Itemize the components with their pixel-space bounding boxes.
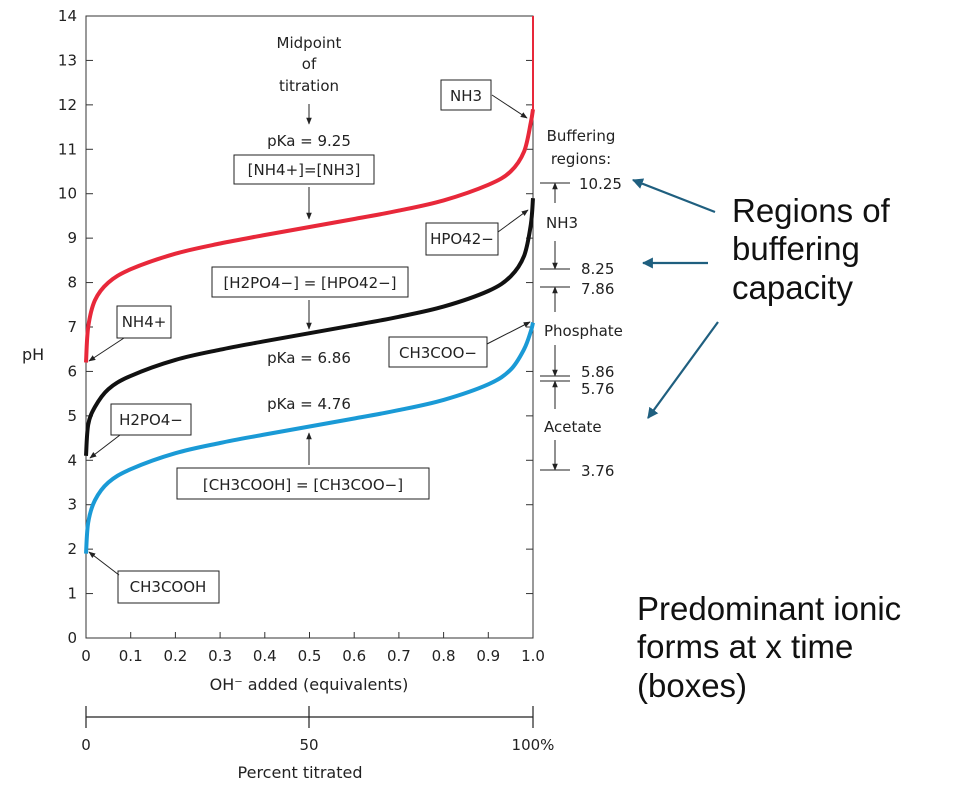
nh4-nh3-equal: [NH4+]=[NH3]: [248, 161, 361, 179]
h2po4-label: H2PO4−: [119, 411, 183, 429]
nh4-arrow: [88, 337, 125, 362]
y-tick-label: 3: [67, 496, 77, 514]
nh4-titration-curve: [84, 108, 535, 363]
y-tick-label: 14: [58, 7, 77, 25]
callout-line: forms at x time: [637, 628, 854, 666]
y-tick-label: 6: [67, 362, 77, 380]
ch3cooh-label: CH3COOH: [130, 578, 207, 596]
y-tick-label: 5: [67, 407, 77, 425]
y-tick-label: 12: [58, 96, 77, 114]
buffering-title-2: regions:: [551, 150, 611, 168]
x-tick-label: 0.6: [342, 647, 366, 665]
x-tick-label: 0.8: [432, 647, 456, 665]
y-tick-label: 13: [58, 51, 77, 69]
ch3cooh-arrow: [88, 551, 120, 576]
hpo4-box: [425, 222, 499, 256]
y-tick-label: 7: [67, 318, 77, 336]
ch3coo-arrow: [486, 321, 531, 345]
buffer-nh3-label: NH3: [546, 214, 578, 232]
nh4-label: NH4+: [122, 313, 167, 331]
callout-line: capacity: [732, 268, 854, 306]
x-tick-label: 1.0: [521, 647, 545, 665]
callout-arrow-top: [631, 178, 716, 214]
y-tick-label: 11: [58, 140, 77, 158]
callout-line: buffering: [732, 230, 860, 268]
ch3coo-label: CH3COO−: [399, 344, 477, 362]
x-tick-label: 0.3: [208, 647, 232, 665]
acetate-titration-curve: [84, 322, 535, 554]
x-tick-label: 0: [81, 647, 91, 665]
acetate-equal-box: [176, 467, 430, 500]
midpoint-label-2: of: [302, 55, 317, 73]
buffer-acetate-label: Acetate: [544, 418, 602, 436]
y-tick-label: 8: [67, 274, 77, 292]
ch3coo-box: [388, 336, 488, 368]
buffer-5-76: 5.76: [581, 380, 614, 398]
buffering-capacity-callout: Regions of buffering capacity: [732, 192, 942, 307]
nh3-arrow: [491, 94, 528, 119]
midpoint-label-3: titration: [279, 77, 339, 95]
x-axis-label: OH⁻ added (equivalents): [210, 675, 409, 694]
x-tick-labels: 0 0.1 0.2 0.3 0.4 0.5 0.6 0.7 0.8 0.9 1.0: [81, 647, 545, 665]
pka-4-76: pKa = 4.76: [267, 395, 351, 413]
h2po4-arrow: [89, 434, 121, 459]
nh4-nh3-equal-box: [233, 154, 375, 185]
ionic-forms-callout: Predominant ionic forms at x time (boxes…: [637, 590, 947, 705]
x-tick-label: 0.5: [298, 647, 322, 665]
buffer-5-86: 5.86: [581, 363, 614, 381]
percent-tick-100: 100%: [512, 736, 555, 754]
phosphate-equal-box: [211, 266, 409, 298]
percent-axis: [85, 706, 534, 728]
x-tick-label: 0.1: [119, 647, 143, 665]
buffering-title-1: Buffering: [547, 127, 616, 145]
acetate-equal: [CH3COOH] = [CH3COO−]: [203, 476, 403, 494]
midpoint-label-1: Midpoint: [277, 34, 342, 52]
callout-arrow-bottom: [647, 321, 719, 419]
y-tick-label: 10: [58, 185, 77, 203]
hpo4-label: HPO42−: [430, 230, 494, 248]
x-tick-label: 0.4: [253, 647, 277, 665]
callout-line: Predominant ionic: [637, 590, 902, 627]
x-tick-label: 0.9: [476, 647, 500, 665]
buffer-10-25: 10.25: [579, 175, 622, 193]
nh3-label: NH3: [450, 87, 482, 105]
phosphate-equal: [H2PO4−] = [HPO42−]: [223, 274, 396, 292]
y-tick-label: 2: [67, 540, 77, 558]
buffer-7-86: 7.86: [581, 280, 614, 298]
y-tick-label: 0: [67, 629, 77, 647]
buffer-3-76: 3.76: [581, 462, 614, 480]
hpo4-arrow: [497, 209, 529, 233]
pka-9-25: pKa = 9.25: [267, 132, 351, 150]
pka-6-86: pKa = 6.86: [267, 349, 351, 367]
y-axis-label: pH: [22, 345, 44, 364]
callout-arrows: [631, 178, 719, 419]
buffering-brackets: [540, 182, 570, 471]
y-tick-label: 4: [67, 451, 77, 469]
y-tick-label: 1: [67, 585, 77, 603]
y-tick-label: 9: [67, 229, 77, 247]
buffer-8-25: 8.25: [581, 260, 614, 278]
buffer-phosphate-label: Phosphate: [544, 322, 623, 340]
nh4-box: [116, 305, 172, 339]
percent-tick-50: 50: [299, 736, 318, 754]
callout-line: (boxes): [637, 666, 748, 704]
percent-axis-label: Percent titrated: [238, 763, 363, 782]
nh3-box: [440, 79, 492, 111]
x-tick-label: 0.7: [387, 647, 411, 665]
percent-tick-0: 0: [81, 736, 91, 754]
x-tick-label: 0.2: [163, 647, 187, 665]
ch3cooh-box: [117, 570, 220, 604]
callout-line: Regions of: [732, 192, 890, 229]
phosphate-titration-curve: [84, 198, 535, 456]
h2po4-box: [110, 403, 192, 436]
